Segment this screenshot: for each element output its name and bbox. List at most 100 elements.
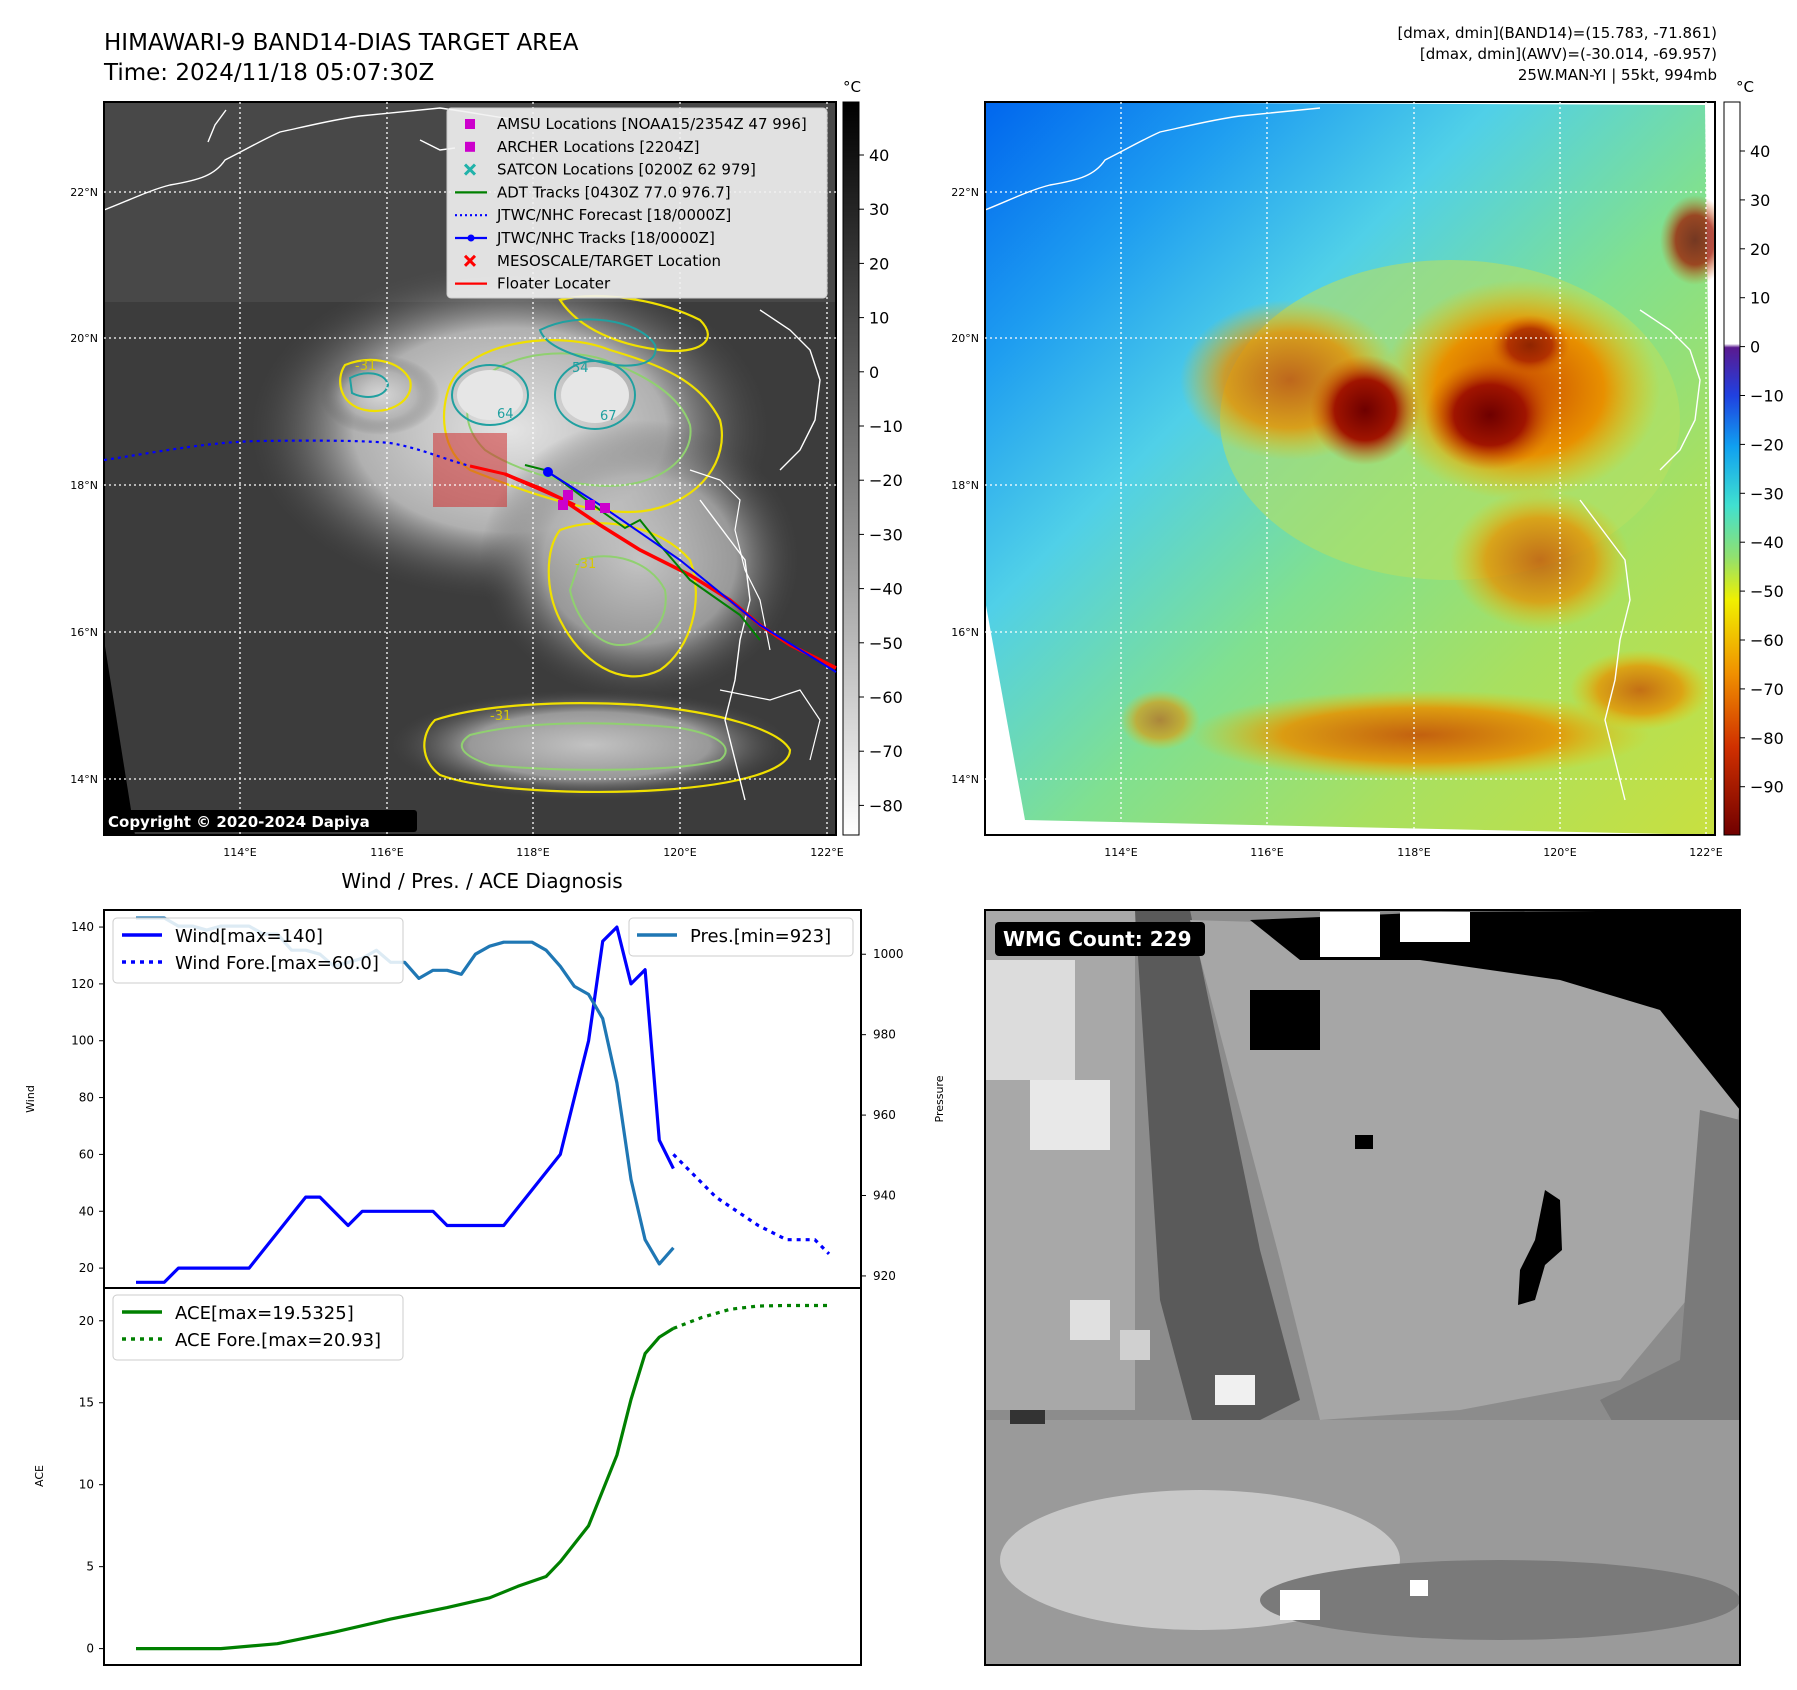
svg-text:ACE[max=19.5325]: ACE[max=19.5325] xyxy=(175,1303,354,1324)
copyright-text: Copyright © 2020-2024 Dapiya xyxy=(108,813,370,831)
diagnosis-title: Wind / Pres. / ACE Diagnosis xyxy=(341,869,622,893)
lon-label: 120°E xyxy=(1543,846,1576,859)
contour-label: -31 xyxy=(575,557,596,572)
colorbar-tick-label: 0 xyxy=(1750,338,1760,357)
lat-label: 14°N xyxy=(70,773,98,786)
map-legend: AMSU Locations [NOAA15/2354Z 47 996] ARCH… xyxy=(446,107,828,299)
amsu-location-marker xyxy=(563,490,573,500)
ir-colorbar xyxy=(842,101,860,836)
colorbar-tick-label: −30 xyxy=(869,525,903,544)
colorbar-tick-label: −70 xyxy=(1750,680,1784,699)
info-awv: [dmax, dmin](AWV)=(-30.014, -69.957) xyxy=(1420,45,1717,63)
axis-tick-label: 80 xyxy=(79,1091,94,1105)
legend-marker-x xyxy=(463,163,477,176)
axis-tick-label: 1000 xyxy=(873,947,904,961)
axis-tick-label: 60 xyxy=(79,1147,94,1161)
colorbar-tick-label: −40 xyxy=(869,580,903,599)
wmg-count: WMG Count: 229 xyxy=(1003,927,1192,951)
colorbar-tick-label: 0 xyxy=(869,363,879,382)
lat-label: 18°N xyxy=(951,479,979,492)
ir-map-lon-labels: 114°E 116°E 118°E 120°E 122°E xyxy=(223,846,843,859)
colorbar-tick-label: −30 xyxy=(1750,484,1784,503)
axis-tick-label: 0 xyxy=(86,1642,94,1656)
lat-label: 20°N xyxy=(70,332,98,345)
legend-entry-label: MESOSCALE/TARGET Location xyxy=(497,252,721,270)
axis-tick-label: 100 xyxy=(71,1034,94,1048)
ir-colorbar-unit: °C xyxy=(843,78,861,96)
legend-marker-square xyxy=(465,141,475,152)
floater-track-west xyxy=(469,464,576,507)
series-line xyxy=(136,925,675,1284)
axis-tick-label: 920 xyxy=(873,1269,896,1283)
ace-axes xyxy=(103,1287,862,1666)
awv-map-lat-labels: 22°N 20°N 18°N 16°N 14°N xyxy=(951,186,979,786)
legend-entry-label: JTWC/NHC Forecast [18/0000Z] xyxy=(496,206,731,224)
axis-tick-label: 15 xyxy=(79,1396,94,1410)
awv-colorbar xyxy=(1723,101,1741,836)
lat-label: 18°N xyxy=(70,479,98,492)
ir-map-tracks xyxy=(103,439,837,673)
colorbar-tick-label: −20 xyxy=(1750,435,1784,454)
lat-label: 14°N xyxy=(951,773,979,786)
colorbar-tick-label: 40 xyxy=(1750,142,1770,161)
colorbar-tick-label: −50 xyxy=(1750,582,1784,601)
info-storm: 25W.MAN-YI | 55kt, 994mb xyxy=(1518,66,1717,84)
series-line xyxy=(136,1327,675,1651)
colorbar-tick-label: −70 xyxy=(869,742,903,761)
legend-entry-label: AMSU Locations [NOAA15/2354Z 47 996] xyxy=(497,115,807,133)
colorbar-tick-label: 10 xyxy=(1750,289,1770,308)
ir-map-gridlines xyxy=(104,102,836,835)
ir-map-contour-labels: 64 54 67 -31 -31 -31 xyxy=(355,359,617,724)
colorbar-tick-label: 20 xyxy=(1750,240,1770,259)
colorbar-tick-label: 40 xyxy=(869,146,889,165)
awv-map-imagery xyxy=(985,102,1715,835)
jtwc-forecast-track xyxy=(103,439,471,468)
awv-map-frame xyxy=(984,101,1716,836)
lon-label: 122°E xyxy=(1689,846,1722,859)
figure-time: Time: 2024/11/18 05:07:30Z xyxy=(103,60,434,86)
colorbar-tick-label: −80 xyxy=(869,796,903,815)
awv-colorbar-unit: °C xyxy=(1736,78,1754,96)
contour-label: 54 xyxy=(572,361,589,376)
lon-label: 116°E xyxy=(370,846,403,859)
figure-title: HIMAWARI-9 BAND14-DIAS TARGET AREA xyxy=(104,30,579,56)
legend-marker-dot xyxy=(467,234,475,242)
colorbar-tick-label: 10 xyxy=(869,309,889,328)
awv-map-gridlines xyxy=(985,102,1715,835)
contour-label: 67 xyxy=(600,409,617,424)
axis-tick-label: 20 xyxy=(79,1314,94,1328)
lat-label: 16°N xyxy=(951,626,979,639)
wmg-count-box xyxy=(995,922,1205,956)
svg-text:ACE Fore.[max=20.93]: ACE Fore.[max=20.93] xyxy=(175,1330,381,1351)
lon-label: 120°E xyxy=(663,846,696,859)
colorbar-tick-label: −20 xyxy=(869,471,903,490)
ace-axis-label: ACE xyxy=(33,1465,46,1487)
lon-label: 116°E xyxy=(1250,846,1283,859)
svg-text:Pres.[min=923]: Pres.[min=923] xyxy=(690,926,831,947)
axis-tick-label: 120 xyxy=(71,977,94,991)
colorbar-tick-label: −50 xyxy=(869,634,903,653)
axis-tick-label: 5 xyxy=(86,1560,94,1574)
axis-tick-label: 10 xyxy=(79,1478,94,1492)
lon-label: 114°E xyxy=(223,846,256,859)
awv-map-lon-labels: 114°E 116°E 118°E 120°E 122°E xyxy=(1104,846,1722,859)
lon-label: 118°E xyxy=(516,846,549,859)
lat-label: 22°N xyxy=(70,186,98,199)
colorbar-tick-label: −80 xyxy=(1750,729,1784,748)
legend-marker-square xyxy=(465,119,475,129)
colorbar-tick-label: −60 xyxy=(1750,631,1784,650)
wmg-frame xyxy=(984,909,1741,1666)
colorbar-tick-label: 20 xyxy=(869,254,889,273)
jtwc-track xyxy=(547,471,837,673)
awv-colorbar-ticks: 40 30 20 10 0 −10 −20 −30 −40 −50 −60 −70 −80 −90 xyxy=(1740,142,1784,797)
wind-legend: Wind[max=140] Wind Fore.[max=60.0] xyxy=(112,917,404,984)
legend-marker-x xyxy=(463,254,477,267)
legend-entry-label: ADT Tracks [0430Z 77.0 976.7] xyxy=(497,183,731,201)
axis-tick-label: 140 xyxy=(71,920,94,934)
contour-label: 64 xyxy=(497,407,514,422)
contour-label: -31 xyxy=(490,709,511,724)
lat-label: 16°N xyxy=(70,626,98,639)
lat-label: 22°N xyxy=(951,186,979,199)
legend-entry-label: JTWC/NHC Tracks [18/0000Z] xyxy=(496,229,715,247)
